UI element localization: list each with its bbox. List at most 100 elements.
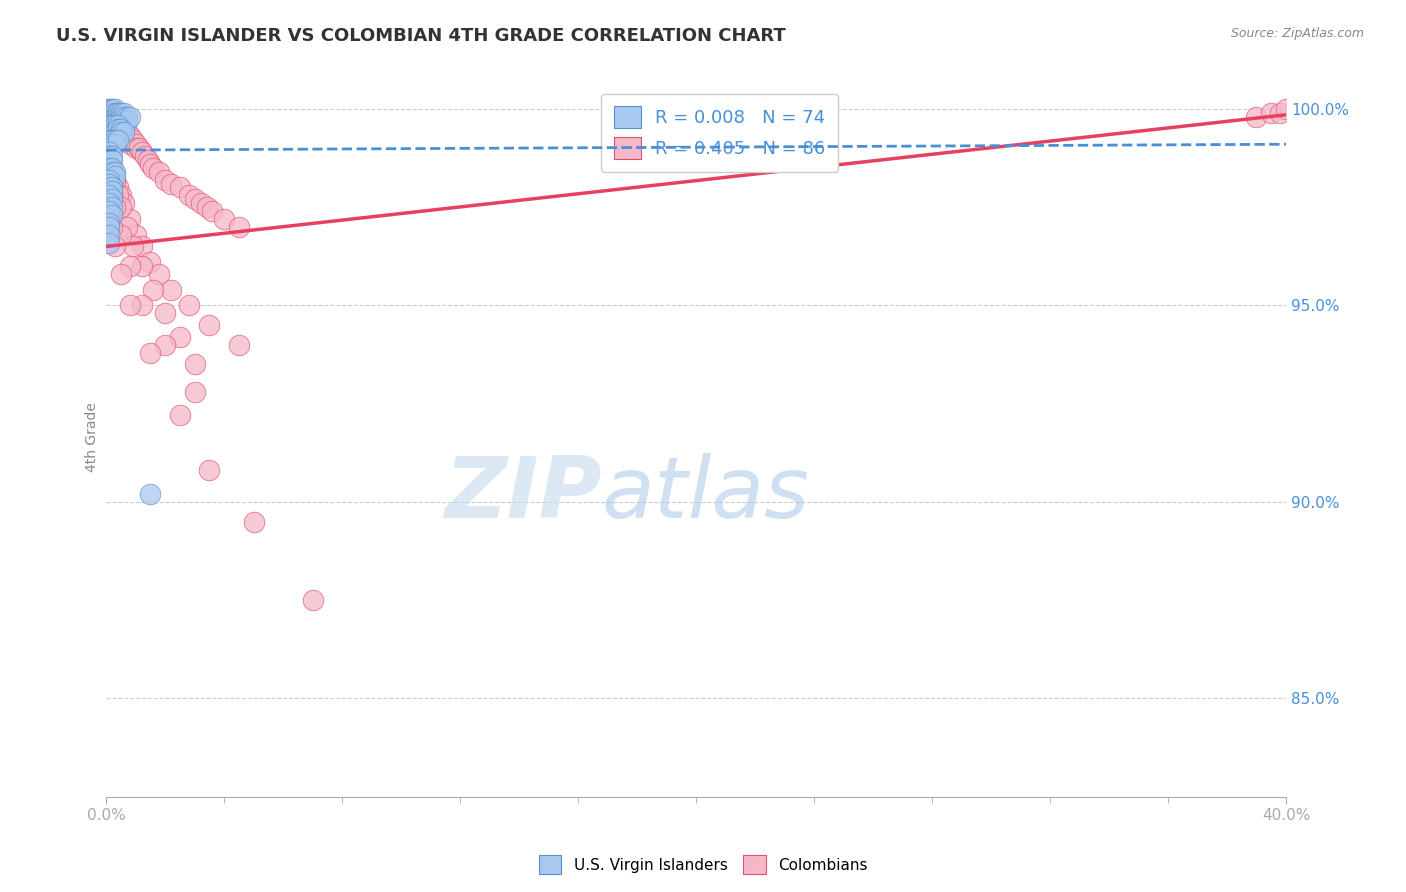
Point: [98, 137, 121, 152]
Point: [104, 126, 127, 140]
Point: [107, 121, 129, 136]
Point: [98, 219, 121, 234]
Point: [155, 306, 177, 320]
Point: [128, 141, 150, 155]
Point: [107, 118, 129, 132]
Point: [110, 126, 132, 140]
Point: [107, 133, 129, 147]
Point: [190, 196, 212, 211]
Point: [110, 267, 132, 281]
Point: [183, 192, 205, 206]
Point: [112, 196, 135, 211]
Point: [98, 196, 121, 211]
Point: [104, 200, 127, 214]
Point: [101, 110, 124, 124]
Point: [101, 219, 124, 234]
Point: [98, 113, 121, 128]
Point: [101, 105, 124, 120]
Point: [104, 118, 127, 132]
Point: [169, 180, 191, 194]
Point: [104, 169, 127, 183]
Point: [131, 259, 153, 273]
Point: [98, 149, 121, 163]
Point: [198, 318, 221, 332]
Point: [101, 200, 124, 214]
Point: [104, 172, 127, 186]
Point: [228, 337, 250, 351]
Point: [134, 149, 156, 163]
Point: [139, 345, 162, 359]
Point: [104, 110, 127, 124]
Point: [110, 118, 132, 132]
Point: [110, 110, 132, 124]
Text: atlas: atlas: [602, 453, 810, 536]
Point: [110, 188, 132, 202]
Point: [177, 188, 200, 202]
Point: [107, 113, 129, 128]
Legend: R = 0.008   N = 74, R = 0.405   N = 86: R = 0.008 N = 74, R = 0.405 N = 86: [602, 94, 838, 172]
Text: U.S. VIRGIN ISLANDER VS COLOMBIAN 4TH GRADE CORRELATION CHART: U.S. VIRGIN ISLANDER VS COLOMBIAN 4TH GR…: [56, 27, 786, 45]
Point: [101, 161, 124, 175]
Point: [110, 227, 132, 242]
Point: [98, 110, 121, 124]
Point: [136, 153, 159, 167]
Point: [1275, 102, 1298, 116]
Point: [98, 172, 121, 186]
Point: [98, 149, 121, 163]
Point: [118, 259, 141, 273]
Point: [110, 105, 132, 120]
Point: [212, 211, 235, 226]
Point: [107, 113, 129, 128]
Point: [101, 188, 124, 202]
Point: [131, 145, 153, 160]
Point: [131, 239, 153, 253]
Point: [115, 219, 138, 234]
Point: [118, 137, 141, 152]
Point: [169, 330, 191, 344]
Point: [101, 126, 124, 140]
Point: [110, 126, 132, 140]
Point: [104, 105, 127, 120]
Point: [98, 235, 121, 250]
Point: [104, 105, 127, 120]
Point: [104, 113, 127, 128]
Point: [125, 141, 148, 155]
Point: [228, 219, 250, 234]
Point: [115, 113, 138, 128]
Point: [183, 357, 205, 371]
Point: [125, 137, 148, 152]
Text: Source: ZipAtlas.com: Source: ZipAtlas.com: [1230, 27, 1364, 40]
Point: [155, 337, 177, 351]
Point: [101, 105, 124, 120]
Point: [139, 157, 162, 171]
Point: [160, 177, 183, 191]
Point: [98, 121, 121, 136]
Point: [101, 102, 124, 116]
Point: [112, 121, 135, 136]
Point: [107, 118, 129, 132]
Point: [112, 105, 135, 120]
Point: [101, 153, 124, 167]
Point: [183, 384, 205, 399]
Text: ZIP: ZIP: [444, 453, 602, 536]
Point: [104, 102, 127, 116]
Point: [98, 145, 121, 160]
Point: [110, 121, 132, 136]
Point: [101, 118, 124, 132]
Point: [98, 118, 121, 132]
Point: [104, 113, 127, 128]
Point: [107, 105, 129, 120]
Point: [1268, 105, 1291, 120]
Point: [101, 149, 124, 163]
Point: [142, 283, 165, 297]
Point: [101, 185, 124, 199]
Point: [101, 102, 124, 116]
Point: [104, 118, 127, 132]
Point: [177, 298, 200, 312]
Point: [101, 161, 124, 175]
Point: [101, 180, 124, 194]
Point: [101, 105, 124, 120]
Point: [115, 126, 138, 140]
Point: [118, 211, 141, 226]
Point: [1260, 105, 1282, 120]
